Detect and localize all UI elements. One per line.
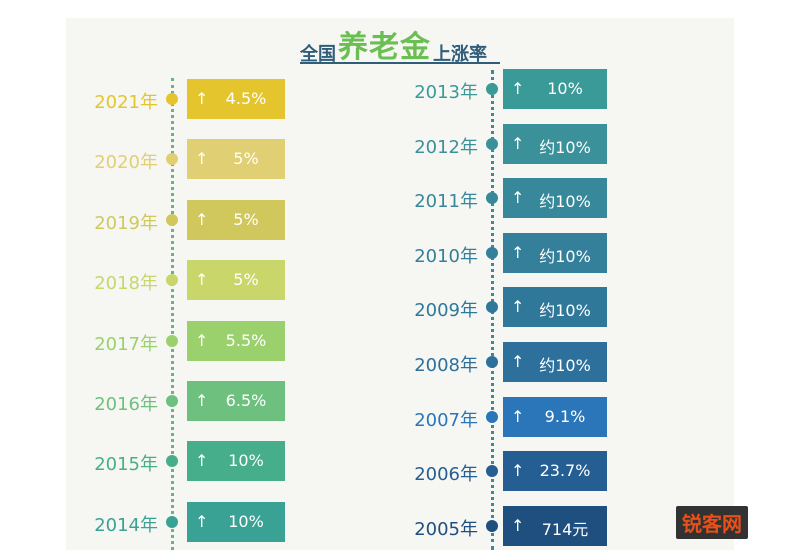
value-label: 5.5% xyxy=(225,330,267,350)
value-label: 5% xyxy=(233,149,259,169)
up-arrow-icon: ↑ xyxy=(195,330,209,350)
value-label: 9.1% xyxy=(544,406,586,426)
value-label: 约10% xyxy=(539,137,591,157)
year-label: 2018年 xyxy=(94,273,158,295)
up-arrow-icon: ↑ xyxy=(511,352,525,371)
timeline-dot xyxy=(486,465,498,478)
timeline-dot xyxy=(166,93,178,105)
value-bar: ↑ 5% xyxy=(187,260,285,301)
year-label: 2010年 xyxy=(414,245,478,267)
value-bar: ↑ 约10% xyxy=(503,178,607,219)
value-label: 10% xyxy=(228,451,264,471)
year-label: 2013年 xyxy=(414,82,478,103)
timeline-dot xyxy=(166,395,178,407)
up-arrow-icon: ↑ xyxy=(511,242,525,262)
chart-title: 全国 养老金 上涨率 xyxy=(300,22,487,66)
up-arrow-icon: ↑ xyxy=(511,79,525,98)
value-bar: ↑ 5.5% xyxy=(187,320,285,361)
up-arrow-icon: ↑ xyxy=(195,451,209,471)
value-bar: ↑ 6.5% xyxy=(187,381,285,421)
up-arrow-icon: ↑ xyxy=(195,89,209,108)
timeline-dot xyxy=(166,274,178,287)
value-bar: ↑ 9.1% xyxy=(503,396,607,437)
year-label: 2021年 xyxy=(94,92,158,113)
up-arrow-icon: ↑ xyxy=(195,511,209,531)
value-label: 约10% xyxy=(539,301,591,321)
value-bar: ↑ 714元 xyxy=(503,505,607,546)
year-label: 2014年 xyxy=(94,514,158,536)
up-arrow-icon: ↑ xyxy=(511,188,525,208)
up-arrow-icon: ↑ xyxy=(195,391,209,410)
year-label: 2011年 xyxy=(414,191,478,213)
timeline-dot xyxy=(486,410,498,423)
up-arrow-icon: ↑ xyxy=(511,133,525,153)
timeline-dot xyxy=(166,153,178,166)
year-label: 2012年 xyxy=(414,136,478,158)
timeline-dot xyxy=(166,334,178,347)
timeline-dot xyxy=(486,246,498,259)
timeline-dot xyxy=(486,301,498,314)
value-label: 23.7% xyxy=(539,461,591,481)
up-arrow-icon: ↑ xyxy=(195,270,209,290)
value-label: 约10% xyxy=(539,192,591,212)
year-label: 2019年 xyxy=(94,212,158,234)
year-label: 2015年 xyxy=(94,454,158,476)
title-underline xyxy=(300,62,500,64)
up-arrow-icon: ↑ xyxy=(195,209,209,229)
value-bar: ↑ 约10% xyxy=(503,287,607,328)
value-bar: ↑ 23.7% xyxy=(503,451,607,492)
year-label: 2020年 xyxy=(94,152,158,174)
title-suffix: 上涨率 xyxy=(433,44,487,65)
up-arrow-icon: ↑ xyxy=(511,297,525,317)
value-bar: ↑ 约10% xyxy=(503,342,607,382)
value-label: 约10% xyxy=(539,356,591,375)
value-label: 5% xyxy=(233,270,259,290)
value-label: 6.5% xyxy=(225,391,267,410)
value-bar: ↑ 4.5% xyxy=(187,79,285,119)
year-label: 2006年 xyxy=(414,464,478,486)
up-arrow-icon: ↑ xyxy=(195,149,209,169)
left_column-timeline-line xyxy=(171,78,174,550)
title-main: 养老金 xyxy=(338,30,431,65)
timeline-dot xyxy=(166,455,178,468)
value-label: 5% xyxy=(233,209,259,229)
value-label: 约10% xyxy=(539,246,591,266)
timeline-dot xyxy=(486,137,498,150)
timeline-dot xyxy=(166,515,178,528)
value-bar: ↑ 10% xyxy=(503,69,607,109)
year-label: 2008年 xyxy=(414,355,478,376)
value-label: 714元 xyxy=(541,519,589,539)
year-label: 2009年 xyxy=(414,300,478,322)
up-arrow-icon: ↑ xyxy=(511,406,525,426)
timeline-dot xyxy=(486,192,498,205)
timeline-dot xyxy=(486,356,498,368)
timeline-dot xyxy=(486,519,498,532)
title-prefix: 全国 xyxy=(300,44,336,65)
year-label: 2016年 xyxy=(94,394,158,415)
value-bar: ↑ 5% xyxy=(187,139,285,180)
value-label: 10% xyxy=(547,79,583,98)
year-label: 2005年 xyxy=(414,518,478,540)
up-arrow-icon: ↑ xyxy=(511,515,525,535)
up-arrow-icon: ↑ xyxy=(511,461,525,481)
timeline-dot xyxy=(166,213,178,226)
value-bar: ↑ 10% xyxy=(187,501,285,542)
value-bar: ↑ 5% xyxy=(187,199,285,240)
value-label: 4.5% xyxy=(225,89,267,108)
year-label: 2017年 xyxy=(94,333,158,355)
timeline-dot xyxy=(486,83,498,95)
value-label: 10% xyxy=(228,511,264,531)
value-bar: ↑ 约10% xyxy=(503,232,607,273)
watermark-logo: 锐客网 xyxy=(676,506,748,539)
year-label: 2007年 xyxy=(414,409,478,431)
value-bar: ↑ 10% xyxy=(187,441,285,482)
value-bar: ↑ 约10% xyxy=(503,123,607,164)
